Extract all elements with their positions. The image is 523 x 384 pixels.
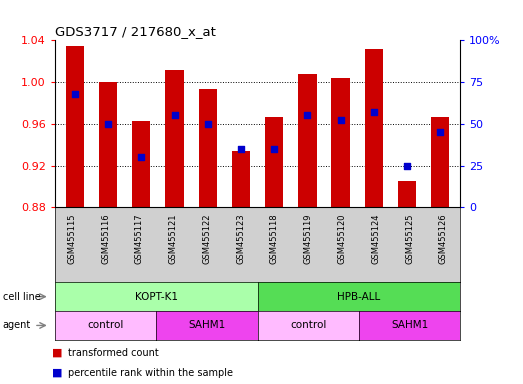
Point xyxy=(71,91,79,97)
Text: cell line: cell line xyxy=(3,291,40,302)
Point xyxy=(170,113,179,119)
Bar xyxy=(66,46,84,207)
Text: GSM455121: GSM455121 xyxy=(168,214,178,264)
Text: GSM455123: GSM455123 xyxy=(236,214,245,264)
Text: GSM455124: GSM455124 xyxy=(371,214,380,264)
Bar xyxy=(265,116,283,207)
Bar xyxy=(132,121,151,207)
Bar xyxy=(431,116,449,207)
Text: percentile rank within the sample: percentile rank within the sample xyxy=(68,368,233,378)
Text: SAHM1: SAHM1 xyxy=(188,320,225,331)
Text: GSM455116: GSM455116 xyxy=(101,214,110,264)
Point xyxy=(436,129,445,135)
Bar xyxy=(165,70,184,207)
Point xyxy=(303,113,312,119)
Text: ■: ■ xyxy=(52,348,63,358)
Text: GSM455115: GSM455115 xyxy=(67,214,76,264)
Text: SAHM1: SAHM1 xyxy=(391,320,428,331)
Text: GSM455126: GSM455126 xyxy=(439,214,448,264)
Text: GSM455120: GSM455120 xyxy=(337,214,347,264)
Text: control: control xyxy=(290,320,326,331)
Point xyxy=(104,121,112,127)
Bar xyxy=(99,82,117,207)
Point xyxy=(336,118,345,124)
Text: GSM455122: GSM455122 xyxy=(202,214,211,264)
Text: control: control xyxy=(87,320,124,331)
Text: GSM455125: GSM455125 xyxy=(405,214,414,264)
Text: transformed count: transformed count xyxy=(68,348,159,358)
Text: GDS3717 / 217680_x_at: GDS3717 / 217680_x_at xyxy=(55,25,216,38)
Text: HPB-ALL: HPB-ALL xyxy=(337,291,381,302)
Text: agent: agent xyxy=(3,320,31,331)
Point xyxy=(237,146,245,152)
Bar xyxy=(298,74,316,207)
Point xyxy=(137,154,145,160)
Text: GSM455118: GSM455118 xyxy=(270,214,279,264)
Point xyxy=(203,121,212,127)
Text: ■: ■ xyxy=(52,368,63,378)
Point xyxy=(370,109,378,115)
Bar xyxy=(365,49,383,207)
Bar xyxy=(232,151,250,207)
Bar xyxy=(332,78,350,207)
Text: GSM455117: GSM455117 xyxy=(135,214,144,264)
Text: KOPT-K1: KOPT-K1 xyxy=(135,291,178,302)
Point xyxy=(403,162,411,169)
Text: GSM455119: GSM455119 xyxy=(304,214,313,264)
Point xyxy=(270,146,278,152)
Bar xyxy=(398,181,416,207)
Bar xyxy=(199,89,217,207)
